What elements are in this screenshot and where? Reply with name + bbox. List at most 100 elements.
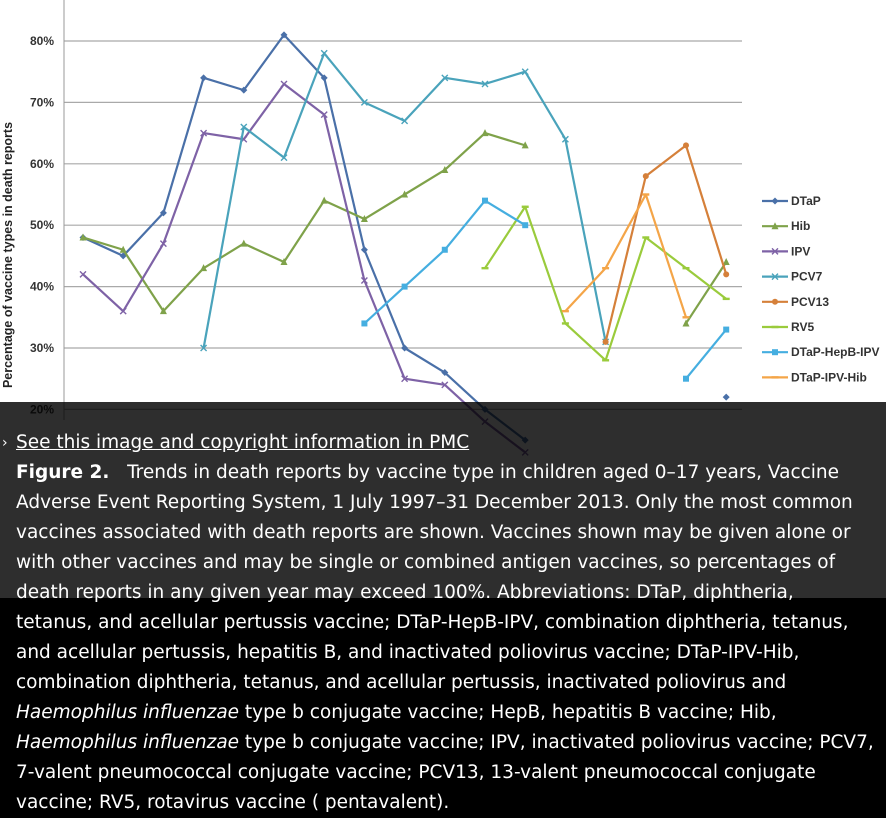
- y-axis-label: Percentage of vaccine types in death rep…: [1, 122, 15, 388]
- data-point-hib: [240, 239, 248, 247]
- data-point-pcv7: [441, 74, 449, 82]
- legend-label-hib: Hib: [791, 219, 810, 233]
- data-point-hib: [401, 190, 409, 198]
- data-point-dtap-hepb-ipv: [401, 283, 408, 290]
- data-point-pcv7: [401, 117, 409, 125]
- data-point-ipv: [360, 276, 368, 284]
- data-point-hib: [722, 258, 730, 266]
- data-point-dtap-hepb-ipv: [683, 375, 689, 382]
- data-point-hib: [280, 258, 288, 266]
- caption-text-2: type b conjugate vaccine; HepB, hepatiti…: [239, 702, 777, 723]
- y-tick-label: 70%: [30, 95, 54, 109]
- data-point-ipv: [280, 80, 288, 88]
- y-tick-label: 60%: [30, 157, 54, 171]
- caption-overlay: [0, 402, 886, 799]
- figure-caption: › See this image and copyright informati…: [2, 428, 874, 818]
- data-point-ipv: [200, 129, 208, 137]
- data-point-hib: [79, 233, 87, 241]
- legend-label-pcv7: PCV7: [791, 270, 823, 284]
- data-point-dtap: [441, 369, 449, 377]
- legend-label-ipv: IPV: [791, 244, 810, 258]
- series-line-hib: [82, 132, 526, 313]
- legend-marker-ipv: [771, 247, 779, 255]
- data-point-hib: [481, 129, 489, 137]
- caption-text-1: Trends in death reports by vaccine type …: [16, 462, 853, 693]
- y-tick-label: 30%: [30, 341, 54, 355]
- legend-label-rv5: RV5: [791, 320, 814, 334]
- series-line-dtap-hepb-ipv: [685, 328, 728, 380]
- legend-marker-hib: [771, 222, 779, 230]
- data-point-ipv: [119, 307, 127, 315]
- caption-italic-2: Haemophilus influenzae: [16, 732, 240, 753]
- data-point-rv5: [682, 266, 690, 270]
- data-point-ipv: [441, 381, 449, 389]
- series-line-ipv: [82, 82, 526, 454]
- data-point-pcv13: [683, 142, 689, 149]
- line-chart: 20%30%40%50%60%70%80%Percentage of vacci…: [1, 0, 879, 456]
- data-point-rv5: [521, 205, 529, 208]
- pmc-link-text[interactable]: See this image and copyright information…: [16, 432, 470, 453]
- data-point-dtap: [280, 31, 288, 39]
- data-point-dtap-hepb-ipv: [522, 222, 529, 229]
- data-point-dtap: [722, 393, 730, 401]
- data-point-dtap: [401, 344, 409, 352]
- data-point-dtap-hepb-ipv: [361, 320, 368, 327]
- data-point-rv5: [722, 297, 730, 301]
- data-point-rv5: [481, 266, 489, 270]
- legend-label-dtap-ipv-hib: DTaP-IPV-Hib: [791, 370, 867, 384]
- series-line-pcv7: [202, 52, 607, 349]
- data-point-dtap: [159, 209, 167, 217]
- data-point-rv5: [642, 236, 650, 239]
- caption-body: Figure 2. Trends in death reports by vac…: [16, 458, 874, 818]
- pmc-copyright-link[interactable]: › See this image and copyright informati…: [2, 428, 874, 458]
- data-point-hib: [360, 215, 368, 223]
- series-line-hib: [685, 261, 728, 325]
- series-line-dtap: [82, 33, 526, 441]
- data-point-hib: [159, 307, 167, 315]
- legend-label-dtap-hepb-ipv: DTaP-HepB-IPV: [791, 345, 879, 359]
- y-tick-label: 40%: [30, 280, 54, 294]
- legend-label-pcv13: PCV13: [791, 295, 829, 309]
- data-point-rv5: [561, 322, 569, 325]
- data-point-pcv13: [602, 338, 609, 345]
- data-point-pcv7: [521, 68, 529, 76]
- legend-marker-dtap-ipv-hib: [771, 376, 779, 379]
- legend-marker-pcv13: [772, 298, 778, 305]
- chevron-right-icon: ›: [2, 435, 8, 451]
- data-point-hib: [119, 245, 127, 253]
- data-point-pcv7: [240, 123, 248, 131]
- legend-marker-rv5: [771, 325, 779, 329]
- legend-marker-pcv7: [771, 273, 779, 281]
- data-point-ipv: [401, 375, 409, 383]
- data-point-dtap: [200, 74, 208, 82]
- data-point-dtap-ipv-hib: [602, 266, 610, 270]
- data-point-hib: [320, 196, 328, 204]
- legend-marker-dtap-hepb-ipv: [772, 349, 778, 356]
- data-point-pcv7: [561, 135, 569, 143]
- data-point-pcv7: [360, 98, 368, 106]
- data-point-pcv7: [200, 344, 208, 352]
- data-point-ipv: [79, 270, 87, 278]
- legend-marker-dtap: [771, 197, 779, 205]
- y-tick-label: 80%: [30, 34, 54, 48]
- data-point-dtap-ipv-hib: [561, 309, 569, 313]
- y-tick-label: 50%: [30, 218, 54, 232]
- data-point-pcv7: [481, 80, 489, 88]
- data-point-rv5: [602, 359, 610, 362]
- series-line-pcv13: [604, 144, 728, 343]
- data-point-ipv: [320, 111, 328, 119]
- data-point-dtap: [240, 86, 248, 94]
- data-point-hib: [441, 165, 449, 173]
- data-point-ipv: [159, 240, 167, 248]
- data-point-dtap: [320, 74, 328, 82]
- data-point-dtap-ipv-hib: [682, 316, 690, 319]
- data-point-hib: [682, 319, 690, 327]
- data-point-dtap: [360, 246, 368, 254]
- data-point-hib: [521, 141, 529, 149]
- data-point-dtap-ipv-hib: [642, 193, 650, 196]
- series-line-dtap-ipv-hib: [564, 193, 688, 318]
- data-point-pcv13: [723, 271, 730, 278]
- series-line-dtap-hepb-ipv: [363, 199, 526, 325]
- data-point-pcv7: [280, 154, 288, 162]
- caption-italic-1: Haemophilus influenzae: [16, 702, 240, 723]
